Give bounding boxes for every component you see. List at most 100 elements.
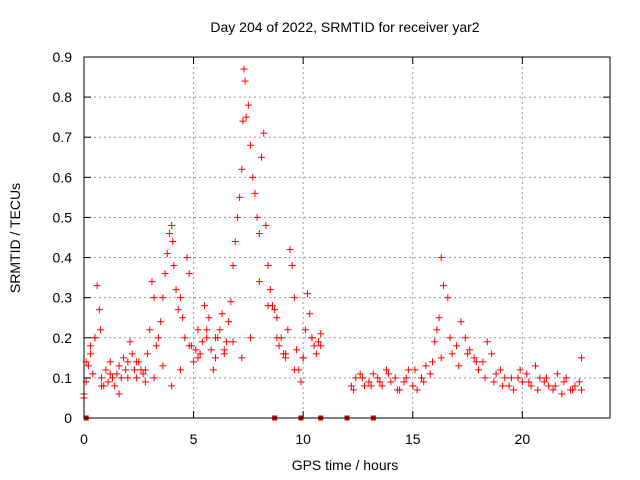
data-point <box>404 366 412 374</box>
data-point <box>152 342 160 350</box>
data-point <box>108 374 116 382</box>
data-point <box>418 374 426 382</box>
data-point <box>126 338 134 346</box>
data-point <box>448 350 456 358</box>
data-point <box>499 382 507 390</box>
data-point <box>290 366 298 374</box>
data-point <box>251 189 259 197</box>
data-point <box>161 270 169 278</box>
y-tick-label: 0 <box>64 410 72 426</box>
data-point <box>428 358 436 366</box>
data-point <box>347 382 355 390</box>
data-point <box>525 378 533 386</box>
data-point <box>155 334 163 342</box>
data-point <box>176 294 184 302</box>
y-tick-label: 0.4 <box>53 250 73 266</box>
data-point <box>312 350 320 358</box>
data-point <box>374 374 382 382</box>
data-point <box>446 334 454 342</box>
data-point <box>365 378 373 386</box>
data-point <box>150 294 158 302</box>
data-point <box>527 382 535 390</box>
data-point <box>91 334 99 342</box>
y-tick-label: 0.2 <box>53 330 73 346</box>
data-point <box>133 358 141 366</box>
data-point <box>141 378 149 386</box>
data-point <box>433 326 441 334</box>
data-point <box>569 386 577 394</box>
data-point <box>106 370 114 378</box>
data-point <box>216 326 224 334</box>
y-tick-label: 0.7 <box>53 129 73 145</box>
data-point <box>350 386 358 394</box>
data-point <box>124 358 132 366</box>
data-point <box>356 370 364 378</box>
data-point <box>247 334 255 342</box>
data-point <box>146 326 154 334</box>
data-point <box>271 306 279 314</box>
data-point <box>461 334 469 342</box>
data-point <box>299 354 307 362</box>
data-point <box>168 382 176 390</box>
data-point <box>209 366 217 374</box>
data-point <box>229 338 237 346</box>
data-point <box>241 77 249 85</box>
data-point <box>483 338 491 346</box>
data-point <box>130 366 138 374</box>
data-point <box>560 378 568 386</box>
data-point <box>551 382 559 390</box>
data-point <box>247 141 255 149</box>
data-point <box>290 294 298 302</box>
data-point <box>87 350 95 358</box>
data-point <box>488 350 496 358</box>
data-point <box>549 386 557 394</box>
data-point <box>236 193 244 201</box>
data-point <box>361 382 369 390</box>
data-point <box>89 370 97 378</box>
data-point <box>229 262 237 270</box>
ticks-layer: 0 0.1 0.2 0.3 0.4 0.5 0.6 0.7 0.8 0.9 0 5 10 15 20 <box>53 49 610 447</box>
data-point <box>117 374 125 382</box>
data-point <box>534 386 542 394</box>
data-point <box>301 326 309 334</box>
data-point <box>185 270 193 278</box>
data-point <box>273 314 281 322</box>
data-point <box>352 374 360 382</box>
data-point <box>453 342 461 350</box>
data-point <box>470 354 478 362</box>
data-point <box>233 213 241 221</box>
data-point <box>475 366 482 374</box>
data-point <box>558 390 566 398</box>
data-point <box>170 262 178 270</box>
data-point <box>387 378 395 386</box>
data-point <box>194 326 202 334</box>
data-point <box>518 378 526 386</box>
data-point <box>516 366 524 374</box>
x-tick-label: 20 <box>515 431 531 447</box>
data-point <box>293 346 301 354</box>
data-point <box>196 350 204 358</box>
data-point <box>139 370 147 378</box>
data-point <box>159 294 167 302</box>
data-point <box>420 378 428 386</box>
data-point <box>562 374 570 382</box>
data-point <box>492 370 500 378</box>
data-point <box>409 382 417 390</box>
data-point <box>413 386 421 394</box>
data-point <box>358 374 366 382</box>
y-tick-label: 0.9 <box>53 49 73 65</box>
data-point <box>385 370 393 378</box>
data-point <box>239 117 247 125</box>
data-point <box>367 382 375 390</box>
data-point <box>264 302 272 310</box>
data-point <box>422 362 430 370</box>
data-point <box>505 382 513 390</box>
x-tick-label: 15 <box>405 431 421 447</box>
data-point <box>455 362 463 370</box>
data-point <box>282 350 290 358</box>
data-point <box>315 338 323 346</box>
data-point <box>194 354 202 362</box>
data-point <box>102 366 110 374</box>
data-point <box>264 262 272 270</box>
data-point <box>310 342 318 350</box>
